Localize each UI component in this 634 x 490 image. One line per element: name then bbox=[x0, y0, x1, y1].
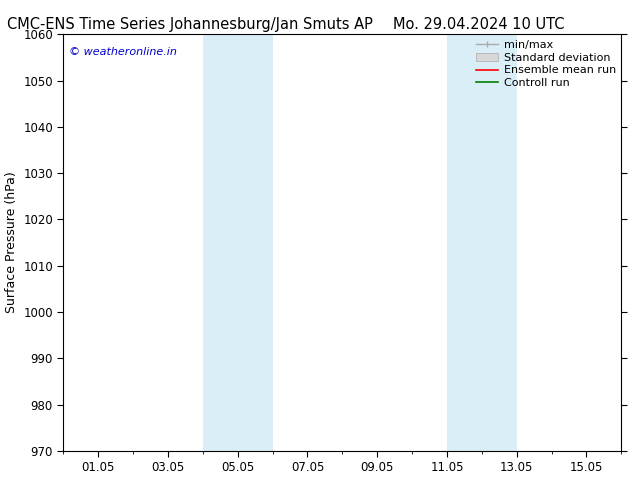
Bar bbox=[447, 34, 517, 451]
Bar bbox=[203, 34, 273, 451]
Title: CMC-ENS Time Series Johannesburg/Jan Smuts AP    Mo. 29.04.2024 10 UTC: CMC-ENS Time Series Johannesburg/Jan Smu… bbox=[0, 489, 1, 490]
Text: © weatheronline.in: © weatheronline.in bbox=[69, 47, 177, 57]
Legend: min/max, Standard deviation, Ensemble mean run, Controll run: min/max, Standard deviation, Ensemble me… bbox=[474, 38, 618, 91]
Y-axis label: Surface Pressure (hPa): Surface Pressure (hPa) bbox=[4, 172, 18, 314]
Text: CMC-ENS Time Series Johannesburg/Jan Smuts AP: CMC-ENS Time Series Johannesburg/Jan Smu… bbox=[7, 17, 373, 32]
Text: Mo. 29.04.2024 10 UTC: Mo. 29.04.2024 10 UTC bbox=[393, 17, 564, 32]
